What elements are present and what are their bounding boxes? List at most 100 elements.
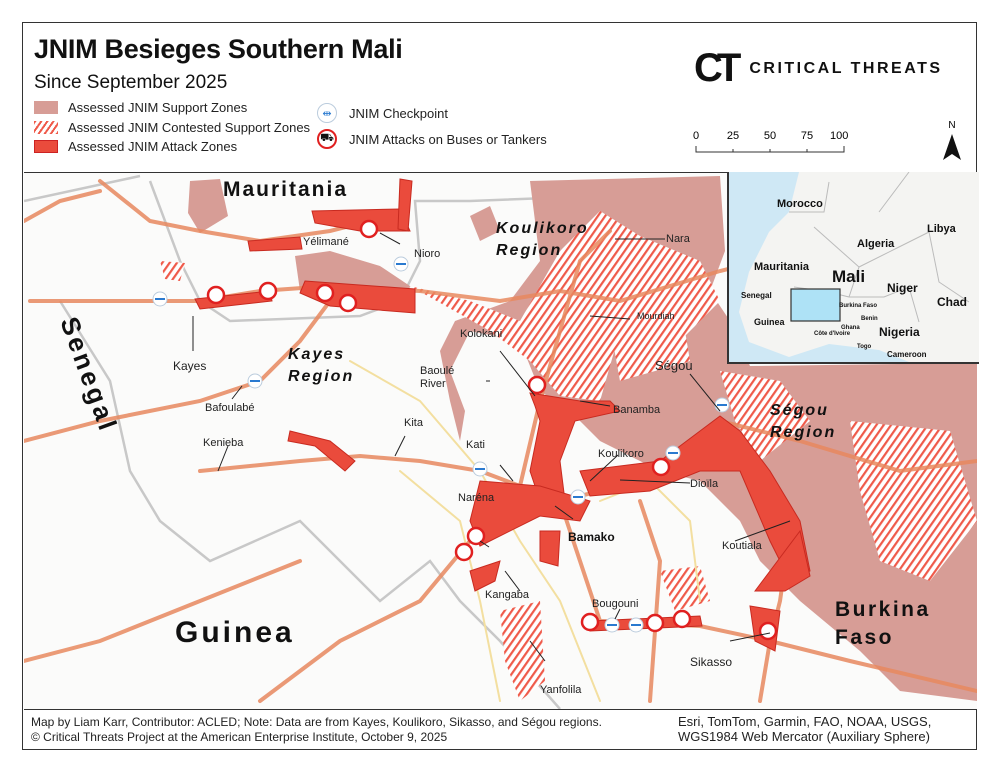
- logo-mark: CT: [694, 46, 741, 90]
- bus-attack-icon[interactable]: [206, 285, 226, 305]
- inset-label: Togo: [857, 344, 872, 350]
- inset-label: Mali: [832, 267, 865, 286]
- label-nara: Nara: [666, 233, 691, 245]
- legend-item-bus-attack: ⛟ JNIM Attacks on Buses or Tankers: [317, 126, 547, 152]
- locator-inset-map: Morocco Algeria Libya Mauritania Mali Ni…: [727, 172, 979, 364]
- legend-label: JNIM Checkpoint: [349, 105, 448, 121]
- contested-swatch: [34, 120, 58, 134]
- label-yanfolila: Yanfolila: [540, 684, 582, 696]
- inset-canvas: Morocco Algeria Libya Mauritania Mali Ni…: [729, 172, 970, 362]
- checkpoint-icon[interactable]: [247, 373, 263, 389]
- inset-label: Mauritania: [754, 261, 810, 273]
- footer-projection: WGS1984 Web Mercator (Auxiliary Sphere): [678, 729, 930, 744]
- inset-label: Cameroon: [887, 350, 927, 359]
- inset-label: Ghana: [841, 325, 860, 331]
- bus-attack-icon[interactable]: [527, 375, 547, 395]
- bus-attack-icon: ⛟: [317, 129, 337, 149]
- scale-bar: 0 25 50 75 100 Miles: [693, 130, 850, 153]
- label-segou-region: Region: [770, 424, 836, 441]
- page-title: JNIM Besieges Southern Mali: [34, 34, 403, 64]
- checkpoint-icon[interactable]: [570, 489, 586, 505]
- support-swatch: [34, 101, 58, 115]
- inset-label: Morocco: [777, 198, 823, 210]
- label-bamako: Bamako: [568, 530, 615, 544]
- label-segou-region: Ségou: [770, 402, 829, 419]
- label-bougouni: Bougouni: [592, 598, 639, 610]
- label-mourdiah: Mourdiah: [637, 311, 675, 321]
- bus-attack-icon[interactable]: [645, 613, 665, 633]
- label-dioila: Dioïla: [690, 478, 719, 490]
- label-mauritania: Mauritania: [223, 178, 348, 201]
- checkpoint-icon[interactable]: [714, 397, 730, 413]
- map-canvas[interactable]: Mauritania Senegal Guinea Burkina Faso K…: [24, 173, 977, 709]
- checkpoint-icon[interactable]: [665, 445, 681, 461]
- bus-attack-icon[interactable]: [466, 526, 486, 546]
- main-map[interactable]: Mauritania Senegal Guinea Burkina Faso K…: [24, 172, 977, 710]
- label-sikasso: Sikasso: [690, 655, 732, 669]
- bus-attack-icon[interactable]: [580, 612, 600, 632]
- bus-attack-icon[interactable]: [758, 621, 778, 641]
- bus-attack-icon[interactable]: [454, 542, 474, 562]
- legend-item-checkpoint: ⇹ JNIM Checkpoint: [317, 100, 547, 126]
- label-koulikoro-region: Koulikoro: [496, 220, 589, 237]
- label-guinea: Guinea: [175, 616, 295, 649]
- checkpoint-icon[interactable]: [604, 617, 620, 633]
- label-kati: Kati: [466, 439, 485, 451]
- checkpoint-icon[interactable]: [628, 617, 644, 633]
- label-kayes: Kayes: [173, 359, 206, 373]
- checkpoint-icon[interactable]: [472, 461, 488, 477]
- logo-text: CRITICAL THREATS: [749, 59, 943, 77]
- scale-tick: 0: [693, 130, 699, 142]
- north-arrow-icon: N: [943, 120, 961, 160]
- checkpoint-icon[interactable]: [393, 256, 409, 272]
- legend-item-support: Assessed JNIM Support Zones: [34, 98, 310, 118]
- checkpoint-icon: ⇹: [317, 103, 337, 123]
- label-faso: Faso: [835, 626, 894, 649]
- label-kolokani: Kolokani: [460, 328, 502, 340]
- inset-label: Algeria: [857, 238, 895, 250]
- place-labels: Yélimané Nioro Nara Kayes Bafoulabé Keni…: [173, 233, 763, 696]
- bus-attack-icon[interactable]: [651, 457, 671, 477]
- bus-attack-icon[interactable]: [338, 293, 358, 313]
- label-kayes-region: Kayes: [288, 346, 345, 363]
- label-yelimane: Yélimané: [303, 236, 349, 248]
- footer-copyright: © Critical Threats Project at the Americ…: [31, 730, 448, 744]
- scale-tick: 25: [727, 130, 739, 142]
- legend-icons: ⇹ JNIM Checkpoint ⛟ JNIM Attacks on Buses …: [317, 100, 547, 152]
- label-baoule-river: Baoulé: [420, 365, 454, 377]
- checkpoints: [152, 256, 730, 633]
- inset-label: Benin: [861, 316, 878, 322]
- bus-attacks: [206, 219, 778, 641]
- label-banamba: Banamba: [613, 404, 661, 416]
- bus-attack-icon[interactable]: [315, 283, 335, 303]
- label-koulikoro: Koulikoro: [598, 448, 644, 460]
- bus-attack-icon[interactable]: [258, 281, 278, 301]
- inset-label: Chad: [937, 295, 967, 309]
- page-subtitle: Since September 2025: [34, 72, 228, 93]
- scale-tick: 50: [764, 130, 776, 142]
- bus-attack-icon[interactable]: [359, 219, 379, 239]
- bus-attack-icon[interactable]: [672, 609, 692, 629]
- label-koutiala: Koutiala: [722, 540, 763, 552]
- leader-lines: [192, 232, 791, 662]
- label-baoule-river: River: [420, 378, 446, 390]
- label-nioro: Nioro: [414, 248, 440, 260]
- label-koulikoro-region: Region: [496, 242, 562, 259]
- scale-tick: 75: [801, 130, 813, 142]
- inset-label: Guinea: [754, 317, 786, 327]
- inset-label: Niger: [887, 281, 918, 295]
- inset-label: Nigeria: [879, 325, 920, 339]
- region-labels: Kayes Region Koulikoro Region Ségou Regi…: [288, 220, 836, 441]
- legend-label: JNIM Attacks on Buses or Tankers: [349, 131, 547, 147]
- label-kangaba: Kangaba: [485, 589, 530, 601]
- legend-item-attack: Assessed JNIM Attack Zones: [34, 137, 310, 157]
- label-kita: Kita: [404, 417, 424, 429]
- legend-item-contested: Assessed JNIM Contested Support Zones: [34, 118, 310, 138]
- inset-label: Burkina Faso: [839, 303, 877, 309]
- footer-sources: Esri, TomTom, Garmin, FAO, NOAA, USGS, W…: [678, 714, 931, 744]
- checkpoint-icon[interactable]: [152, 291, 168, 307]
- label-bafoulabe: Bafoulabé: [205, 402, 255, 414]
- inset-label: Senegal: [741, 291, 772, 300]
- attack-swatch: [34, 140, 58, 154]
- legend-label: Assessed JNIM Support Zones: [68, 100, 248, 116]
